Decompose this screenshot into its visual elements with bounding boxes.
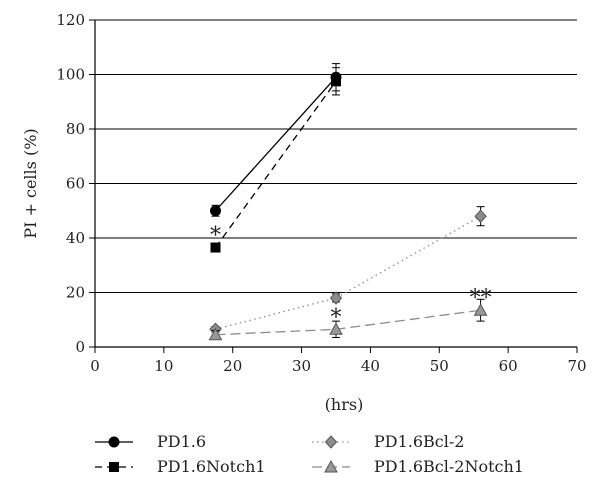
y-tick-label-120: 120	[56, 11, 85, 29]
series-line-0	[215, 76, 337, 212]
y-tick-label-20: 20	[66, 284, 85, 302]
series-line-2	[215, 215, 481, 330]
y-tick-label-0: 0	[75, 338, 85, 356]
data-point-2-1	[329, 291, 343, 305]
annotation-1: *	[331, 305, 342, 330]
series-2	[209, 206, 487, 337]
axes	[89, 19, 578, 353]
annotation-0: *	[210, 224, 221, 249]
x-tick-label-30: 30	[292, 357, 311, 375]
legend-item-0: PD1.6	[95, 432, 206, 451]
data-point-1-1	[331, 76, 341, 87]
legend-marker-1	[109, 462, 119, 472]
series-1	[210, 67, 341, 253]
legend-item-3: PD1.6Bcl-2Notch1	[312, 457, 524, 476]
series-line-1	[214, 80, 337, 248]
data-point-1-0	[210, 242, 221, 253]
significance-annotations: ****	[210, 224, 492, 331]
x-tick-label-10: 10	[154, 357, 173, 375]
series-layer	[208, 63, 488, 341]
x-tick-label-60: 60	[499, 357, 518, 375]
y-tick-label-60: 60	[66, 175, 85, 193]
y-axis-label: PI + cells (%)	[21, 128, 40, 238]
x-axis-label: (hrs)	[325, 395, 364, 414]
legend-label-2: PD1.6Bcl-2	[374, 432, 464, 451]
y-tick-label-80: 80	[66, 120, 85, 138]
legend-marker-3	[324, 459, 338, 473]
data-point-3-0	[208, 327, 223, 341]
legend-label-0: PD1.6	[157, 432, 206, 451]
data-point-2-2	[474, 209, 487, 223]
y-tick-label-100: 100	[56, 66, 85, 84]
x-tick-label-20: 20	[223, 357, 242, 375]
data-point-3-2	[473, 303, 488, 316]
legend-label-1: PD1.6Notch1	[157, 457, 266, 476]
series-0	[210, 63, 342, 217]
x-tick-label-50: 50	[430, 357, 449, 375]
data-point-3-1	[329, 322, 343, 335]
series-line-3	[215, 309, 481, 336]
legend-marker-0	[108, 436, 120, 448]
x-tick-label-70: 70	[567, 357, 586, 375]
legend-item-1: PD1.6Notch1	[95, 457, 266, 476]
y-tick-label-40: 40	[66, 229, 85, 247]
gridlines	[95, 19, 577, 293]
x-tick-labels: 0 10 20 30 40 50 60 70	[90, 357, 586, 375]
series-3	[208, 298, 488, 341]
annotation-2: **	[470, 286, 492, 311]
x-tick-label-0: 0	[90, 357, 100, 375]
data-point-0-0	[210, 205, 221, 217]
y-tick-labels: 0 20 40 60 80 100 120	[56, 11, 85, 356]
x-tick-label-40: 40	[361, 357, 380, 375]
legend-marker-2	[324, 435, 338, 449]
legend: PD1.6 PD1.6Notch1 PD1.6Bcl-2 PD1.6Bcl-2Notc…	[95, 432, 524, 476]
legend-item-2: PD1.6Bcl-2	[312, 432, 464, 451]
legend-label-3: PD1.6Bcl-2Notch1	[374, 457, 524, 476]
